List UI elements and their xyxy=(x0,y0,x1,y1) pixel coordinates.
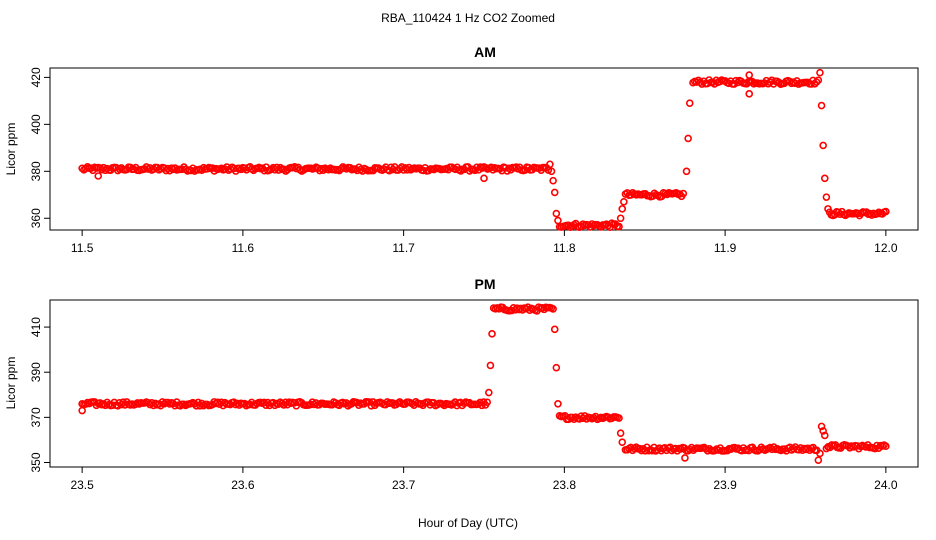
pm-x-tick-label: 23.9 xyxy=(713,478,737,492)
am-data-point xyxy=(814,76,823,85)
am-x-tick-label: 11.9 xyxy=(714,241,737,255)
pm-data-point xyxy=(486,361,495,370)
am-plot-area: 11.5 11.6 11.7 11.8 11.9 12.0 360 380 400 420 xyxy=(29,67,898,255)
am-data-point xyxy=(549,176,557,185)
pm-data-point xyxy=(554,400,562,408)
am-data-point xyxy=(745,90,754,98)
am-data-point xyxy=(618,205,627,213)
pm-data-point xyxy=(882,442,890,451)
am-data-point xyxy=(616,214,625,223)
pm-x-tick-label: 23.5 xyxy=(70,478,94,492)
pm-data-point xyxy=(822,444,831,453)
pm-plot-area: 23.5 23.6 23.7 23.8 23.9 24.0 350 370 390 410 xyxy=(29,303,898,492)
pm-data-point xyxy=(213,398,222,407)
x-axis-label: Hour of Day (UTC) xyxy=(418,516,518,530)
am-data-point xyxy=(679,189,688,198)
pm-x-tick-label: 23.7 xyxy=(392,478,416,492)
pm-data-point xyxy=(816,449,824,458)
am-data-point xyxy=(552,209,561,218)
am-data-point xyxy=(456,167,465,175)
pm-plot-frame xyxy=(49,299,919,468)
am-x-tick-label: 11.7 xyxy=(392,241,415,255)
pm-data-point xyxy=(549,305,557,313)
pm-data-point xyxy=(78,406,86,415)
am-data-point xyxy=(817,101,826,110)
am-data-point xyxy=(554,216,562,225)
am-data-point xyxy=(480,174,488,183)
am-x-tick-label: 12.0 xyxy=(874,241,898,255)
am-y-tick-label: 400 xyxy=(29,114,43,134)
pm-y-tick-label: 410 xyxy=(29,317,43,337)
am-data-point xyxy=(546,160,554,169)
pm-data-point xyxy=(550,325,559,334)
am-data-point xyxy=(682,167,691,176)
pm-data-point xyxy=(814,456,823,465)
pm-x-tick-label: 24.0 xyxy=(874,478,898,492)
pm-data-point xyxy=(485,388,493,397)
pm-data-point xyxy=(820,431,829,440)
pm-x-tick-label: 23.6 xyxy=(231,478,255,492)
pm-data-point xyxy=(271,401,279,410)
am-data-point xyxy=(819,141,827,150)
am-data-point xyxy=(816,68,824,77)
pm-data-point xyxy=(616,429,625,437)
am-data-point xyxy=(615,222,623,231)
am-x-tick-label: 11.5 xyxy=(71,241,94,255)
am-data-point xyxy=(620,198,628,206)
am-y-tick-label: 380 xyxy=(29,161,43,181)
am-x-tick-label: 11.6 xyxy=(232,241,255,255)
pm-x-tick-label: 23.8 xyxy=(553,478,577,492)
am-data-point xyxy=(745,71,754,79)
pm-y-tick-label: 350 xyxy=(29,452,43,472)
pm-data-point xyxy=(552,363,561,372)
pm-data-point xyxy=(365,398,374,406)
pm-panel-title: PM xyxy=(475,276,496,292)
pm-data-point xyxy=(637,446,646,455)
am-data-point xyxy=(512,163,520,171)
figure-title: RBA_110424 1 Hz CO2 Zoomed xyxy=(381,11,555,25)
pm-data-point xyxy=(681,454,689,462)
am-data-point xyxy=(550,188,559,197)
pm-data-point xyxy=(488,330,496,338)
pm-y-axis-label: Licor ppm xyxy=(4,357,18,410)
am-data-point xyxy=(685,99,694,108)
pm-data-point xyxy=(483,398,492,407)
pm-data-point xyxy=(817,422,826,431)
am-data-point xyxy=(882,207,890,216)
am-plot-frame xyxy=(49,67,919,231)
am-data-point xyxy=(820,174,829,183)
am-data-point xyxy=(822,193,831,201)
pm-y-tick-label: 370 xyxy=(29,407,43,427)
pm-data-point xyxy=(618,438,627,446)
pm-data-point xyxy=(819,427,827,435)
am-data-point xyxy=(94,172,103,180)
am-data-point xyxy=(812,78,821,86)
am-y-axis-label: Licor ppm xyxy=(4,123,18,176)
am-panel-title: AM xyxy=(474,44,496,60)
am-x-tick-label: 11.8 xyxy=(553,241,576,255)
pm-y-tick-label: 390 xyxy=(29,362,43,382)
am-data-point xyxy=(824,205,832,213)
am-y-tick-label: 360 xyxy=(29,208,43,228)
pm-data-point xyxy=(615,414,623,422)
am-data-point xyxy=(276,163,285,172)
am-y-tick-label: 420 xyxy=(29,67,43,87)
am-data-point xyxy=(684,134,692,143)
pm-data-point xyxy=(632,443,640,451)
am-data-point xyxy=(547,167,556,176)
